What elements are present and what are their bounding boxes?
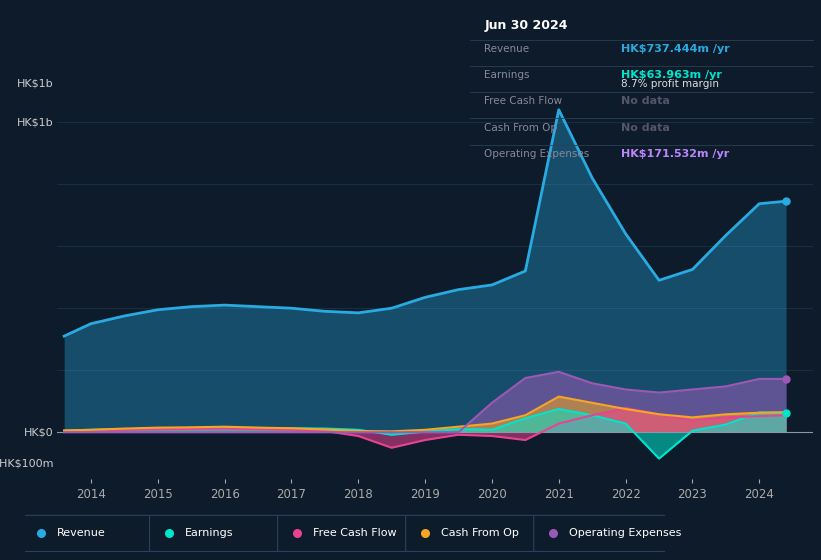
Text: Jun 30 2024: Jun 30 2024 — [484, 19, 567, 32]
Text: HK$1b: HK$1b — [16, 78, 53, 88]
Text: HK$737.444m /yr: HK$737.444m /yr — [621, 44, 730, 54]
Text: Cash From Op: Cash From Op — [484, 123, 557, 133]
Text: HK$1b: HK$1b — [17, 117, 53, 127]
Text: HK$0: HK$0 — [24, 427, 53, 437]
FancyBboxPatch shape — [277, 515, 412, 552]
FancyBboxPatch shape — [21, 515, 156, 552]
Text: -HK$100m: -HK$100m — [0, 458, 53, 468]
Text: Free Cash Flow: Free Cash Flow — [484, 96, 562, 106]
Text: Revenue: Revenue — [57, 529, 105, 538]
Text: HK$171.532m /yr: HK$171.532m /yr — [621, 149, 730, 159]
FancyBboxPatch shape — [534, 515, 668, 552]
Text: Earnings: Earnings — [185, 529, 233, 538]
Text: Operating Expenses: Operating Expenses — [484, 149, 589, 159]
Text: Cash From Op: Cash From Op — [441, 529, 519, 538]
Text: 8.7% profit margin: 8.7% profit margin — [621, 79, 719, 89]
Text: Operating Expenses: Operating Expenses — [569, 529, 681, 538]
FancyBboxPatch shape — [406, 515, 540, 552]
Text: No data: No data — [621, 96, 670, 106]
Text: Revenue: Revenue — [484, 44, 530, 54]
Text: Earnings: Earnings — [484, 70, 530, 80]
Text: No data: No data — [621, 123, 670, 133]
Text: HK$63.963m /yr: HK$63.963m /yr — [621, 70, 722, 80]
FancyBboxPatch shape — [149, 515, 284, 552]
Text: Free Cash Flow: Free Cash Flow — [313, 529, 397, 538]
